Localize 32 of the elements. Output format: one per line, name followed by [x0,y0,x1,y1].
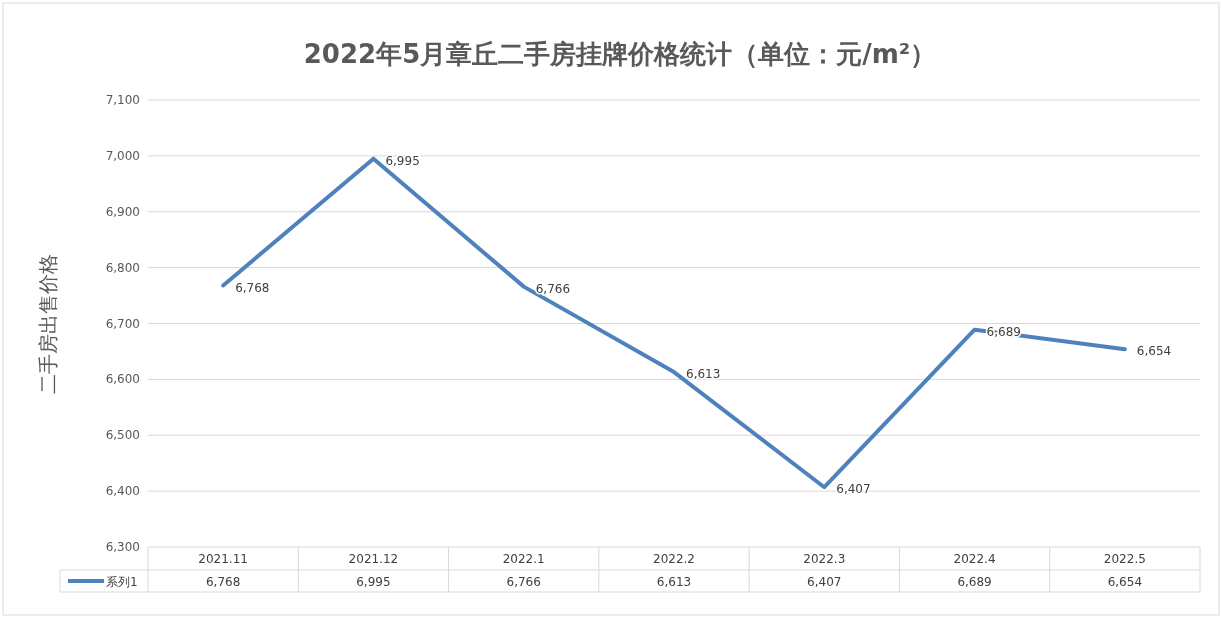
y-tick-label: 6,300 [105,540,140,554]
data-label: 6,768 [205,575,241,589]
text: 6,995 [385,153,420,168]
x-tick-label: 2022.5 [1103,552,1146,566]
text: 6,613 [686,367,721,382]
text: 6,407 [836,482,871,497]
y-tick-label: 7,000 [105,148,140,163]
text: 6,766 [535,281,571,296]
y-tick-label: 6,900 [105,204,140,219]
y-tick-label: 6,600 [105,372,140,387]
y-tick-label: 6,800 [105,260,140,275]
text: 6,654 [1136,344,1172,359]
text: 6,768 [235,280,270,295]
y-tick-label: 6,400 [105,484,140,499]
legend-label: 系列1 [106,575,138,589]
y-tick-label: 6,500 [105,428,140,443]
data-label: 6,766 [506,575,541,589]
y-tick-label: 6,700 [105,316,140,331]
x-tick-label: 2022.2 [653,552,695,566]
y-axis-title: 二手房出售价格 [36,253,60,394]
x-tick-label: 2022.3 [803,552,846,566]
y-tick-label: 7,100 [105,93,140,107]
data-label: 6,654 [1107,575,1143,589]
data-label: 6,995 [356,575,391,589]
x-tick-label: 2022.4 [953,552,996,566]
data-label: 6,407 [807,575,842,589]
x-tick-label: 2021.12 [348,552,399,566]
data-label: 6,689 [957,575,992,589]
chart-title: 2022年5月章丘二手房挂牌价格统计（单位：元/m²） [303,39,937,69]
data-label: 6,613 [656,575,692,589]
x-tick-label: 2022.1 [502,552,545,566]
x-tick-label: 2021.11 [198,552,248,566]
